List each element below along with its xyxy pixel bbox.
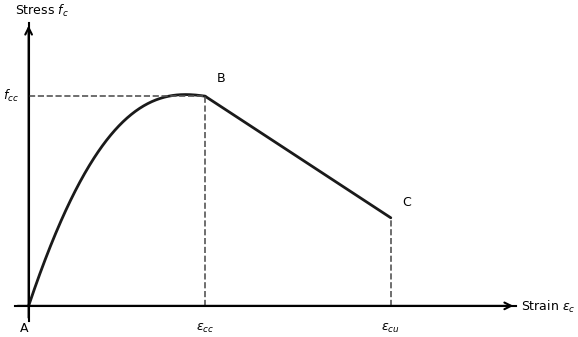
Text: $f_{cc}$: $f_{cc}$	[3, 88, 19, 104]
Text: $\varepsilon_{cu}$: $\varepsilon_{cu}$	[381, 321, 400, 335]
Text: A: A	[20, 321, 28, 335]
Text: Strain $\varepsilon_c$: Strain $\varepsilon_c$	[521, 299, 575, 315]
Text: Stress $f_c$: Stress $f_c$	[14, 2, 68, 19]
Text: C: C	[402, 196, 411, 209]
Text: $\varepsilon_{cc}$: $\varepsilon_{cc}$	[196, 321, 214, 335]
Text: B: B	[217, 72, 225, 85]
